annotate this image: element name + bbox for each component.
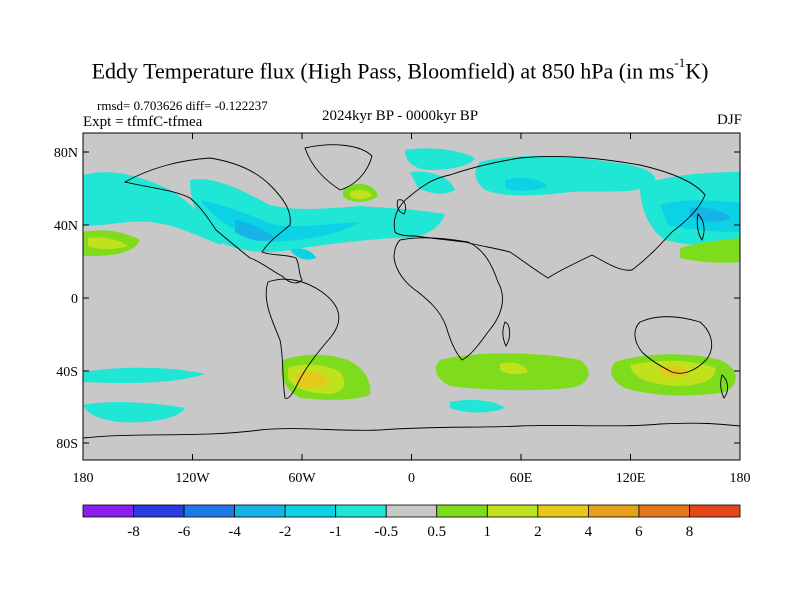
neg-region-south-pacific	[83, 367, 205, 384]
lon-tick-label: 180	[730, 471, 751, 486]
lon-tick-label: 60W	[288, 471, 316, 486]
colorbar-label: -8	[127, 524, 140, 540]
colorbar-label: 4	[585, 524, 593, 540]
lon-tick-label: 120E	[616, 471, 646, 486]
longitude-axis: 180 120W 60W 0 60E 120E 180	[73, 133, 751, 486]
experiment-label: Expt = tfmfC-tfmea	[83, 114, 203, 130]
period-label: 2024kyr BP - 0000kyr BP	[321, 108, 479, 124]
coastlines	[83, 144, 740, 439]
neg-region-kuroshio-strong	[690, 207, 732, 222]
pos-region-north-atlantic-small-core	[350, 189, 372, 199]
neg-region-south-atlantic-small	[450, 400, 505, 413]
lat-tick-label: 40S	[56, 365, 78, 380]
colorbar-swatch	[234, 504, 286, 518]
colorbar-swatch	[133, 504, 185, 518]
coast-antarctica	[83, 422, 740, 439]
colorbar-swatch	[587, 504, 640, 518]
pos-region-south-atlantic-core	[296, 371, 328, 389]
neg-region-gulf-mexico	[290, 248, 316, 260]
colorbar-swatch	[335, 504, 387, 518]
colorbar-label: 6	[635, 524, 643, 540]
pos-region-south-indian-core	[500, 362, 528, 375]
coast-new-zealand	[720, 374, 729, 399]
lat-tick-label: 80S	[56, 437, 78, 452]
lon-tick-label: 0	[408, 471, 415, 486]
neg-region-north-atlantic-strong	[235, 220, 275, 241]
coast-japan	[696, 213, 705, 241]
pos-region-north-pacific-core	[88, 237, 128, 249]
lon-tick-label: 120W	[175, 471, 210, 486]
latitude-axis: 80N 40N 0 40S 80S	[54, 146, 740, 452]
lat-tick-label: 40N	[54, 219, 78, 234]
coast-uk	[396, 199, 407, 215]
coast-madagascar	[502, 321, 511, 347]
lon-tick-label: 180	[73, 471, 94, 486]
colorbar-label: -1	[329, 524, 342, 540]
colorbar-label: 0.5	[427, 524, 446, 540]
colorbar-swatch	[537, 504, 589, 518]
lat-tick-label: 0	[71, 292, 78, 307]
colorbar-label: 1	[484, 524, 492, 540]
coast-north-america	[123, 157, 303, 284]
figure-title: Eddy Temperature flux (High Pass, Bloomf…	[91, 55, 709, 84]
coast-europe-asia	[393, 155, 706, 279]
coast-africa	[393, 237, 503, 361]
colorbar-swatch	[284, 504, 337, 518]
colorbar-swatch	[638, 504, 690, 518]
neg-region-siberia-core	[505, 178, 548, 191]
colorbar-swatch	[183, 504, 236, 518]
lon-tick-label: 60E	[510, 471, 533, 486]
colorbar-swatch	[385, 504, 438, 518]
pos-region-west-pacific	[680, 238, 740, 263]
colorbar-swatch	[82, 504, 134, 518]
season-label: DJF	[716, 112, 742, 128]
stats-text: rmsd= 0.703626 diff= -0.122237	[97, 98, 268, 113]
colorbar-label: -4	[228, 524, 241, 540]
colorbar-label: -6	[178, 524, 191, 540]
colorbar-swatch	[436, 504, 488, 518]
map-panel	[83, 133, 740, 460]
colorbar: -8 -6 -4 -2 -1 -0.5 0.5 1 2 4 6 8	[82, 504, 741, 540]
pos-region-australia-south-core	[660, 366, 690, 377]
colorbar-label: 8	[686, 524, 694, 540]
colorbar-swatch	[689, 504, 741, 518]
neg-region-southern-ocean	[83, 402, 185, 423]
colorbar-label: 2	[534, 524, 542, 540]
neg-region-greenland-sea	[410, 171, 455, 194]
neg-region-arctic-north-atlantic	[405, 148, 475, 170]
colorbar-swatch	[486, 504, 539, 518]
coast-australia	[634, 316, 713, 374]
colorbar-label: -2	[279, 524, 292, 540]
coast-south-america	[265, 278, 340, 399]
lat-tick-label: 80N	[54, 146, 78, 161]
neg-region-north-pacific-east	[83, 172, 222, 245]
coast-greenland	[304, 144, 373, 191]
colorbar-label: -0.5	[374, 524, 398, 540]
